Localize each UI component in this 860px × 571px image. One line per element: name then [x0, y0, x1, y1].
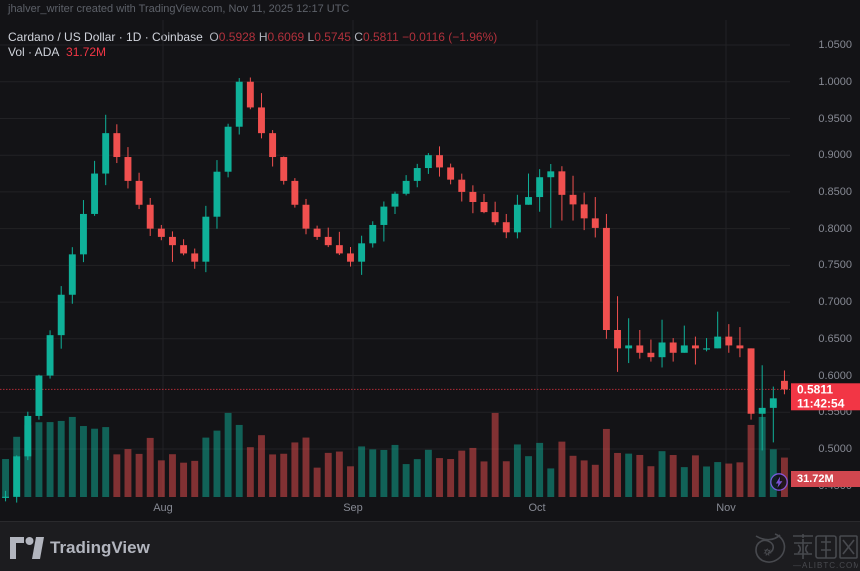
svg-text:—ALIBTC.COM—: —ALIBTC.COM— [793, 561, 858, 570]
